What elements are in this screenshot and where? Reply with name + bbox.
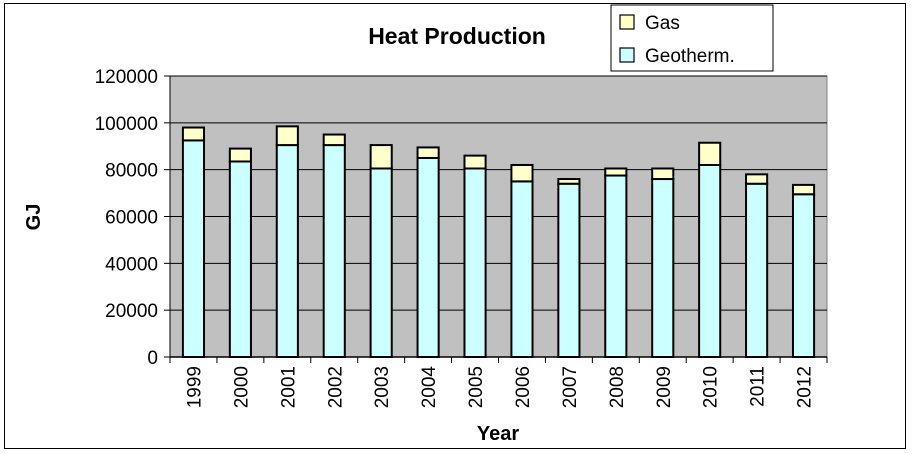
y-axis-label: GJ	[23, 204, 45, 231]
bar-gas-2002	[322, 133, 346, 147]
y-tick-label: 60000	[105, 208, 158, 229]
x-tick-label: 1999	[184, 366, 205, 408]
y-tick-label: 120000	[95, 67, 158, 88]
x-tick-label: 2003	[372, 366, 393, 408]
bar-geotherm-2000	[228, 160, 252, 358]
x-tick-label: 2005	[466, 366, 487, 408]
bar-gas-2011	[745, 173, 769, 185]
x-tick-label: 2007	[560, 366, 581, 408]
bar-gas-2007	[557, 178, 581, 185]
y-tick-label: 40000	[105, 254, 158, 275]
x-tick-label: 2012	[795, 366, 816, 408]
x-tick-label: 2000	[231, 366, 252, 408]
bar-gas-2008	[604, 167, 628, 177]
bar-gas-2000	[228, 147, 252, 163]
x-tick-label: 2011	[748, 366, 769, 407]
bar-geotherm-2009	[651, 178, 675, 358]
bar-geotherm-2001	[275, 144, 299, 358]
y-tick-label: 80000	[105, 161, 158, 182]
legend-label: Gas	[645, 13, 680, 34]
y-tick-label: 100000	[95, 114, 158, 135]
bar-gas-2003	[369, 144, 393, 170]
y-tick-label: 0	[147, 348, 158, 369]
bars	[181, 125, 816, 358]
bar-gas-2012	[791, 183, 816, 196]
bar-geotherm-2004	[416, 156, 440, 358]
bar-gas-2005	[463, 154, 487, 170]
legend-swatch-geotherm	[619, 47, 635, 63]
bar-gas-2009	[651, 167, 675, 181]
bar-geotherm-2006	[510, 180, 534, 358]
legend-swatch-gas	[619, 14, 635, 30]
bar-geotherm-2007	[557, 182, 581, 358]
x-tick-label: 2009	[654, 366, 675, 408]
legend: Gas Geotherm.	[610, 4, 774, 72]
bar-gas-2006	[510, 163, 534, 183]
x-axis-label: Year	[477, 423, 519, 445]
x-tick-label: 2008	[607, 366, 628, 408]
bar-geotherm-2010	[698, 163, 722, 358]
bar-geotherm-2011	[745, 182, 769, 358]
bar-geotherm-2003	[369, 167, 393, 358]
bar-geotherm-2008	[604, 174, 628, 358]
x-tick-label: 2010	[701, 366, 722, 408]
bar-gas-2001	[275, 125, 299, 147]
bar-gas-2010	[698, 141, 722, 166]
legend-box	[610, 4, 774, 72]
chart-title: Heat Production	[368, 23, 546, 49]
bar-geotherm-2005	[463, 167, 487, 358]
bar-geotherm-2002	[322, 144, 346, 358]
legend-label: Geotherm.	[645, 46, 735, 67]
x-tick-label: 2002	[325, 366, 346, 408]
bar-gas-2004	[416, 146, 440, 159]
x-tick-label: 2004	[419, 366, 440, 409]
bar-gas-1999	[181, 126, 206, 142]
x-axis-ticks: 1999 2000 2001 2002 2003 2004 2005 2006 2007 2008…	[169, 357, 828, 409]
y-tick-label: 20000	[105, 301, 158, 322]
bar-geotherm-1999	[181, 139, 206, 358]
bar-geotherm-2012	[791, 193, 816, 358]
x-tick-label: 2001	[278, 366, 299, 408]
x-tick-label: 2006	[513, 366, 534, 408]
